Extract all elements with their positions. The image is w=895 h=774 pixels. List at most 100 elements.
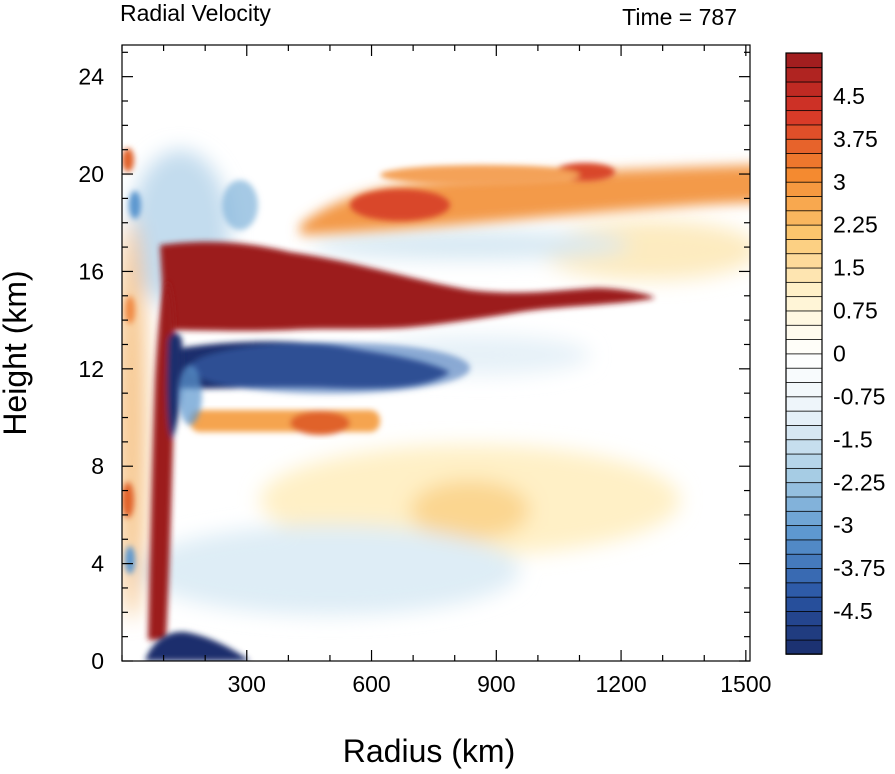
- colorbar-level: [785, 95, 823, 112]
- colorbar-level: [785, 396, 823, 412]
- colorbar-level: [785, 367, 823, 383]
- colorbar-level: [785, 539, 823, 555]
- colorbar-level: [785, 410, 823, 426]
- y-tick-label: 16: [78, 258, 104, 284]
- colorbar-level: [785, 181, 823, 197]
- colorbar-level: [785, 52, 823, 69]
- colorbar-level: [785, 596, 823, 612]
- weak-field: [122, 150, 750, 620]
- colorbar-level: [785, 639, 823, 655]
- inflow-halo: [190, 342, 470, 394]
- edge-streak-5: [125, 296, 135, 324]
- colorbar-tick-label: 4.5: [833, 83, 865, 109]
- y-axis-label: Height (km): [0, 270, 33, 435]
- colorbar-level: [785, 510, 823, 527]
- colorbar-level: [785, 582, 823, 598]
- colorbar-level: [785, 453, 823, 469]
- x-tick-label: 300: [228, 671, 266, 697]
- x-tick-label: 900: [477, 671, 515, 697]
- colorbar-tick-label: 0.75: [833, 298, 878, 324]
- y-tick-label: 4: [91, 551, 104, 577]
- edge-streak-1: [122, 148, 134, 172]
- plot-frame: [121, 44, 751, 662]
- outflow-jet: [160, 241, 655, 331]
- low-inflow: [145, 631, 250, 661]
- low-inflow-shape: [145, 631, 250, 661]
- weak-upper-outflow: [540, 220, 750, 280]
- colorbar-level: [785, 338, 823, 355]
- weak-low-outflow-core: [410, 480, 530, 540]
- colorbar-tick-label: -3: [833, 512, 853, 538]
- colorbar-level: [785, 152, 823, 169]
- x-tick-label: 1500: [720, 671, 771, 697]
- colorbar-tick-label: 1.5: [833, 255, 865, 281]
- colorbar-level: [785, 481, 823, 498]
- colorbar-level: [785, 267, 823, 283]
- mid-outflow-strip: [190, 410, 380, 435]
- colorbar-level: [785, 324, 823, 340]
- colorbar: 4.5 3.75 3 2.25 1.5 0.75 0 -0.75 -1.5 -2.25 -3 -3.7…: [785, 52, 885, 655]
- colorbar-tick-label: 3.75: [833, 126, 878, 152]
- colorbar-level: [785, 624, 823, 641]
- colorbar-tick-label: 0: [833, 341, 846, 367]
- y-tick-label: 20: [78, 161, 104, 187]
- y-tick-label: 24: [78, 64, 104, 90]
- upper-outflow-top: [380, 165, 580, 185]
- colorbar-level: [785, 81, 823, 97]
- colorbar-level: [785, 553, 823, 569]
- edge-streak-4: [129, 191, 141, 219]
- colorbar-level: [785, 524, 823, 541]
- chart-subtitle: Time = 787: [622, 4, 737, 30]
- colorbar-level: [785, 252, 823, 269]
- chart-title: Radial Velocity: [120, 0, 271, 26]
- edge-streak-6: [178, 365, 202, 425]
- x-tick-label: 600: [352, 671, 390, 697]
- edge-streak-2: [122, 482, 134, 518]
- colorbar-tick-label: -2.25: [833, 469, 885, 495]
- plot-area: [122, 45, 750, 661]
- colorbar-level: [785, 238, 823, 255]
- x-tick-label: 1200: [595, 671, 646, 697]
- colorbar-level: [785, 424, 823, 441]
- y-tick-label: 12: [78, 356, 104, 382]
- colorbar-level: [785, 610, 823, 627]
- x-axis-label: Radius (km): [343, 733, 515, 769]
- colorbar-level: [785, 167, 823, 183]
- colorbar-level: [785, 353, 823, 369]
- colorbar-tick-label: -1.5: [833, 426, 873, 452]
- colorbar-level: [785, 138, 823, 154]
- colorbar-level: [785, 210, 823, 226]
- y-tick-label: 0: [91, 648, 104, 674]
- colorbar-tick-label: 2.25: [833, 212, 878, 238]
- colorbar-tick-label: -3.75: [833, 555, 885, 581]
- colorbar-frame: [785, 52, 823, 655]
- colorbar-level: [785, 381, 823, 398]
- y-axis-ticks: 0 4 8 12 16 20 24: [78, 51, 750, 674]
- eyewall-inflow: [166, 332, 183, 440]
- colorbar-level: [785, 295, 823, 312]
- edge-streaks: [122, 148, 258, 574]
- colorbar-level: [785, 438, 823, 455]
- colorbar-tick-label: -4.5: [833, 598, 873, 624]
- edge-streak-7: [222, 180, 258, 230]
- mid-outflow-rect: [190, 410, 380, 432]
- weak-low-inflow: [140, 525, 520, 615]
- inflow-layer: [170, 341, 470, 394]
- y-tick-label: 8: [91, 453, 104, 479]
- colorbar-level: [785, 310, 823, 326]
- colorbar-level: [785, 567, 823, 584]
- eyewall: [148, 280, 183, 640]
- colorbar-level: [785, 124, 823, 140]
- colorbar-tick-label: -0.75: [833, 383, 885, 409]
- colorbar-level: [785, 109, 823, 126]
- edge-streak-3: [125, 546, 135, 574]
- colorbar-level: [785, 224, 823, 240]
- outflow-jet-shape: [160, 241, 655, 331]
- colorbar-level: [785, 195, 823, 212]
- upper-outflow-core-left: [350, 189, 450, 221]
- weak-upper-inflow: [310, 231, 630, 259]
- colorbar-level: [785, 66, 823, 83]
- x-axis-ticks: 300 600 900 1200 1500: [121, 45, 771, 697]
- mid-outflow-core: [290, 411, 350, 435]
